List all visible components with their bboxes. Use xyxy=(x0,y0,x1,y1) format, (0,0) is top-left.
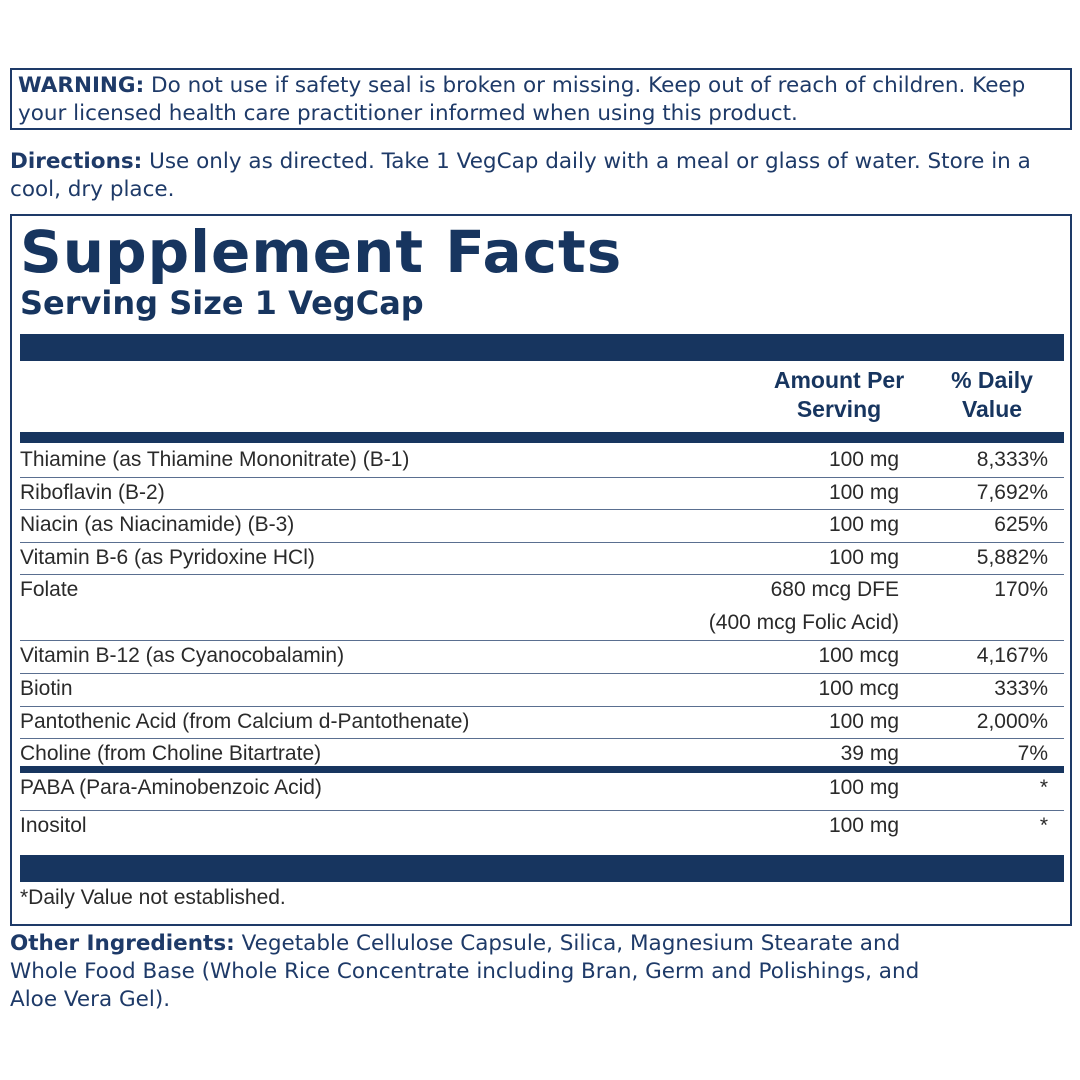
bottom-bar xyxy=(20,855,1064,882)
nutrient-name: PABA (Para-Aminobenzoic Acid) xyxy=(20,776,322,800)
facts-row: Biotin 100 mcg 333% xyxy=(20,674,1064,707)
daily-value: 5,882% xyxy=(976,545,1048,569)
directions: Directions: Use only as directed. Take 1… xyxy=(10,148,1072,204)
amount-note: (400 mcg Folic Acid) xyxy=(708,611,899,635)
amount: 100 mg xyxy=(828,814,899,838)
other-ingredients: Other Ingredients: Vegetable Cellulose C… xyxy=(10,930,970,1014)
warning-box: WARNING: Do not use if safety seal is br… xyxy=(10,68,1072,130)
amount-cell: 39 mg xyxy=(841,737,899,770)
nutrient-name: Inositol xyxy=(20,814,87,838)
section-rule xyxy=(20,766,1064,774)
amount: 100 mg xyxy=(828,480,899,504)
facts-row: Vitamin B-6 (as Pyridoxine HCl) 100 mg 5,8… xyxy=(20,543,1064,576)
facts-row: Choline (from Choline Bitartrate) 39 mg 7% xyxy=(20,739,1064,766)
other-ingredients-label: Other Ingredients: xyxy=(10,931,235,956)
amount: 100 mcg xyxy=(818,644,899,668)
facts-row: Inositol 100 mg * xyxy=(20,811,1064,849)
nutrient-name: Choline (from Choline Bitartrate) xyxy=(20,742,322,766)
directions-text: Use only as directed. Take 1 VegCap dail… xyxy=(10,149,1031,202)
daily-value: 625% xyxy=(994,513,1048,537)
daily-value: 170% xyxy=(994,578,1048,602)
daily-value: 333% xyxy=(994,676,1048,700)
amount: 100 mg xyxy=(828,513,899,537)
daily-value-header: % Daily Value xyxy=(951,367,1033,422)
nutrient-name: Folate xyxy=(20,578,79,602)
amount-cell: 100 mg xyxy=(829,541,899,574)
warning-text: Do not use if safety seal is broken or m… xyxy=(18,73,1026,126)
facts-table: Thiamine (as Thiamine Mononitrate) (B-1)… xyxy=(20,445,1064,849)
header-rule xyxy=(20,432,1064,443)
facts-row: PABA (Para-Aminobenzoic Acid) 100 mg * xyxy=(20,771,1064,812)
facts-row: Niacin (as Niacinamide) (B-3) 100 mg 625% xyxy=(20,510,1064,543)
amount: 100 mcg xyxy=(818,676,899,700)
facts-row: Vitamin B-12 (as Cyanocobalamin) 100 mcg 4… xyxy=(20,641,1064,674)
amount-cell: 100 mg xyxy=(829,443,899,476)
amount: 100 mg xyxy=(828,448,899,471)
amount: 100 mg xyxy=(828,776,899,800)
other-ingredients-text: Vegetable Cellulose Capsule, Silica, Mag… xyxy=(10,931,920,1012)
daily-value: 4,167% xyxy=(976,644,1048,668)
amount: 100 mg xyxy=(828,709,899,733)
directions-label: Directions: xyxy=(10,149,143,174)
amount-cell: 680 mcg DFE (400 mcg Folic Acid) xyxy=(709,573,899,639)
amount-cell: 100 mg xyxy=(829,476,899,509)
nutrient-name: Riboflavin (B-2) xyxy=(20,480,165,504)
amount-header: Amount Per Serving xyxy=(773,367,905,422)
serving-size: Serving Size 1 VegCap xyxy=(20,284,424,322)
nutrient-name: Niacin (as Niacinamide) (B-3) xyxy=(20,513,295,537)
daily-value: 8,333% xyxy=(976,448,1048,471)
header-bar xyxy=(20,334,1064,361)
amount: 39 mg xyxy=(840,742,899,766)
amount-cell: 100 mg xyxy=(829,508,899,541)
footnote: *Daily Value not established. xyxy=(20,886,286,909)
facts-title: Supplement Facts xyxy=(20,218,623,286)
nutrient-name: Biotin xyxy=(20,676,73,700)
warning-label: WARNING: xyxy=(18,73,145,98)
facts-row: Folate 680 mcg DFE (400 mcg Folic Acid) 170… xyxy=(20,573,1064,642)
daily-value: 7,692% xyxy=(976,480,1048,504)
amount-cell: 100 mg xyxy=(829,771,899,804)
nutrient-name: Thiamine (as Thiamine Mononitrate) (B-1) xyxy=(20,448,410,471)
daily-value: * xyxy=(1039,814,1048,838)
amount-cell: 100 mcg xyxy=(818,672,899,705)
facts-row: Pantothenic Acid (from Calcium d-Pantoth… xyxy=(20,707,1064,740)
amount: 100 mg xyxy=(828,545,899,569)
amount: 680 mcg DFE xyxy=(770,578,899,602)
nutrient-name: Vitamin B-6 (as Pyridoxine HCl) xyxy=(20,545,315,569)
amount-cell: 100 mg xyxy=(829,705,899,738)
daily-value: * xyxy=(1039,776,1048,800)
facts-row: Riboflavin (B-2) 100 mg 7,692% xyxy=(20,478,1064,511)
amount-cell: 100 mcg xyxy=(818,639,899,672)
daily-value: 7% xyxy=(1017,742,1048,766)
nutrient-name: Vitamin B-12 (as Cyanocobalamin) xyxy=(20,644,345,668)
supplement-facts: Supplement Facts Serving Size 1 VegCap A… xyxy=(10,214,1072,926)
amount-cell: 100 mg xyxy=(829,809,899,842)
nutrient-name: Pantothenic Acid (from Calcium d-Pantoth… xyxy=(20,709,470,733)
daily-value: 2,000% xyxy=(976,709,1048,733)
facts-row: Thiamine (as Thiamine Mononitrate) (B-1)… xyxy=(20,445,1064,478)
